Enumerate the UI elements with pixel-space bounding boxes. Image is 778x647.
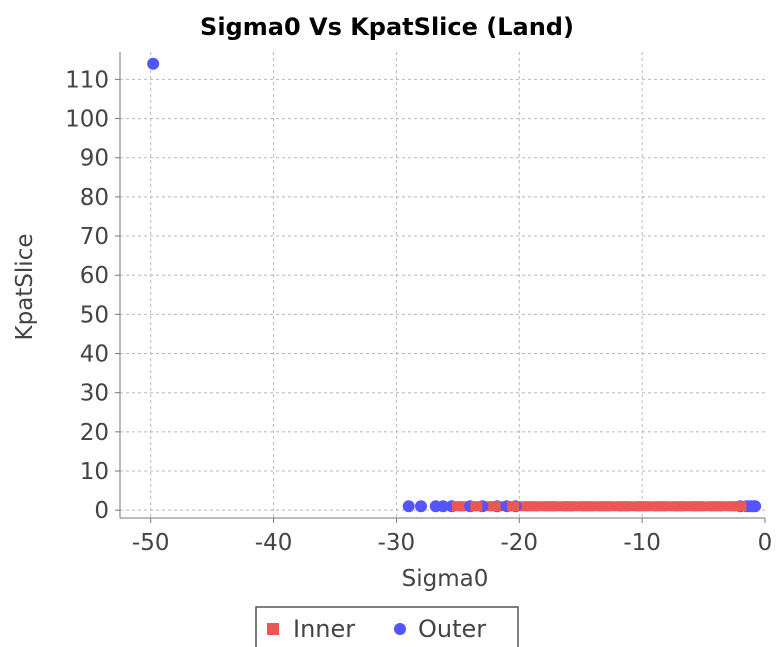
x-tick-label: 0 [758, 530, 773, 556]
inner-point [488, 501, 501, 512]
x-tick-label: -50 [132, 530, 170, 556]
x-axis-label: Sigma0 [402, 566, 489, 592]
x-tick-label: -10 [623, 530, 661, 556]
y-tick-label: 100 [65, 107, 109, 133]
legend-outer-label: Outer [418, 615, 486, 643]
inner-band-rect [457, 501, 741, 512]
inner-point [636, 501, 649, 512]
y-tick-label: 80 [80, 185, 109, 211]
y-tick-label: 10 [80, 459, 109, 485]
inner-point [470, 501, 483, 512]
outer-point [437, 500, 450, 513]
y-tick-labels: 0 10 20 30 40 50 60 70 80 90 100 110 [65, 67, 120, 524]
inner-point [728, 501, 741, 512]
legend-outer-marker [394, 623, 406, 635]
y-tick-label: 90 [80, 146, 109, 172]
y-tick-label: 20 [80, 420, 109, 446]
x-tick-label: -20 [500, 530, 538, 556]
inner-point [507, 501, 520, 512]
inner-point [451, 501, 464, 512]
y-tick-label: 70 [80, 224, 109, 250]
chart-title: Sigma0 Vs KpatSlice (Land) [200, 13, 574, 41]
y-tick-label: 30 [80, 381, 109, 407]
inner-point [691, 501, 704, 512]
legend-inner-marker [267, 623, 279, 635]
x-tick-labels: -50 -40 -30 -20 -10 0 [132, 518, 772, 556]
outer-point [749, 500, 762, 513]
grid-x [150, 52, 643, 518]
legend-box [255, 606, 519, 647]
inner-point [734, 501, 747, 512]
outer-point [415, 500, 427, 513]
x-tick-label: -40 [255, 530, 293, 556]
inner-point [525, 501, 538, 512]
y-tick-label: 40 [80, 342, 109, 368]
y-tick-label: 110 [65, 67, 109, 93]
outer-points [147, 57, 762, 513]
inner-point [654, 501, 667, 512]
legend: Inner Outer [255, 606, 519, 647]
legend-inner-label: Inner [293, 615, 355, 643]
inner-point [617, 501, 630, 512]
inner-point [673, 501, 685, 512]
grid-y [120, 78, 765, 511]
y-tick-label: 50 [80, 302, 109, 328]
inner-points [451, 501, 747, 512]
y-axis-label: KpatSlice [12, 234, 38, 341]
inner-band [457, 501, 741, 512]
inner-point [599, 501, 612, 512]
y-tick-label: 60 [80, 263, 109, 289]
x-tick-label: -30 [378, 530, 416, 556]
outer-point [147, 57, 160, 70]
inner-point [562, 501, 575, 512]
inner-point [580, 501, 593, 512]
inner-point [544, 501, 556, 512]
y-tick-label: 0 [94, 498, 109, 524]
inner-point [709, 501, 722, 512]
outer-point [402, 500, 415, 513]
